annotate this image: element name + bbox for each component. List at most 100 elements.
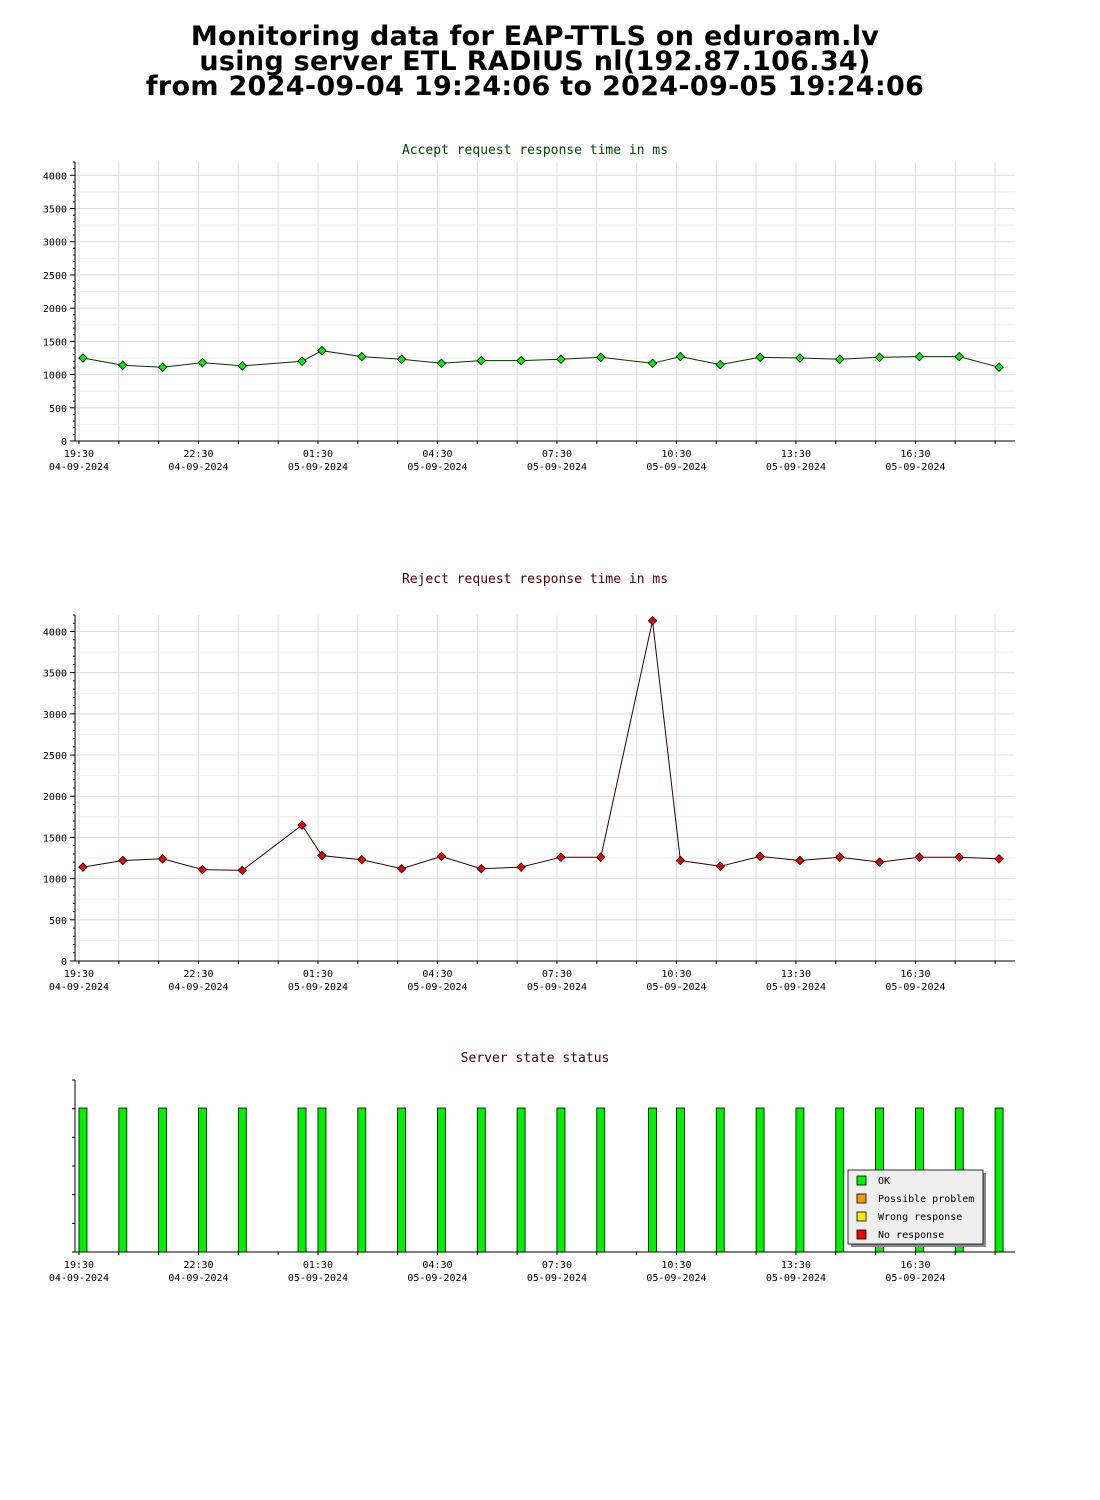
y-tick-label: 2000 (43, 304, 67, 315)
data-point-marker (476, 863, 487, 874)
legend-label: No response (878, 1230, 944, 1241)
chart-3: Server state status 19:30 04-09-2024 22:30 0… (49, 1051, 1015, 1284)
x-tick-label-date: 05-09-2024 (407, 1273, 467, 1284)
data-point-marker (834, 354, 845, 365)
y-tick-label: 1000 (43, 371, 67, 382)
data-point-marker (297, 356, 307, 367)
data-point-marker (755, 352, 765, 363)
x-tick-label-date: 05-09-2024 (646, 982, 706, 993)
data-point-marker (436, 851, 447, 862)
x-tick-label-date: 05-09-2024 (527, 1273, 587, 1284)
data-point-marker (647, 358, 658, 369)
y-tick-label: 0 (61, 957, 67, 968)
status-bar (676, 1107, 685, 1253)
x-tick-label-time: 16:30 (900, 1260, 930, 1271)
status-bar (397, 1107, 407, 1253)
chart-2: Reject request response time in ms 0 500 10… (43, 572, 1015, 993)
x-tick-label-time: 16:30 (900, 449, 930, 460)
x-tick-label-date: 05-09-2024 (407, 462, 467, 473)
x-tick-label-time: 13:30 (781, 449, 811, 460)
status-bar (556, 1107, 566, 1253)
data-point-marker (297, 820, 307, 830)
data-point-marker (994, 854, 1004, 864)
x-tick-label-date: 05-09-2024 (288, 462, 348, 473)
data-point-marker (237, 361, 248, 371)
x-tick-label-time: 19:30 (64, 1260, 94, 1271)
x-tick-label-time: 16:30 (900, 969, 930, 980)
status-bar (715, 1107, 725, 1253)
chart-title: Server state status (461, 1051, 610, 1066)
data-point-marker (556, 354, 566, 365)
data-point-marker (197, 357, 208, 368)
status-bar (596, 1107, 606, 1253)
y-tick-label: 2500 (43, 751, 67, 762)
x-tick-label-date: 05-09-2024 (288, 1273, 348, 1284)
data-point-marker (317, 850, 327, 861)
x-tick-label-time: 07:30 (542, 1260, 572, 1271)
data-point-marker (954, 351, 965, 362)
data-point-marker (994, 362, 1004, 373)
x-tick-label-date: 05-09-2024 (885, 462, 945, 473)
status-bar (237, 1107, 247, 1253)
x-tick-label-time: 04:30 (422, 969, 452, 980)
data-point-marker (197, 864, 208, 875)
y-tick-label: 4000 (43, 171, 67, 182)
x-tick-label-time: 22:30 (183, 449, 213, 460)
status-bar (516, 1107, 526, 1253)
x-tick-label-date: 05-09-2024 (288, 982, 348, 993)
x-tick-label-date: 05-09-2024 (527, 982, 587, 993)
data-point-marker (914, 852, 925, 862)
x-tick-label-date: 05-09-2024 (527, 462, 587, 473)
x-tick-label-time: 01:30 (303, 449, 333, 460)
data-point-marker (516, 862, 526, 872)
status-bar (795, 1107, 805, 1253)
y-tick-label: 0 (61, 437, 67, 448)
series-line (82, 350, 1000, 368)
y-tick-label: 4000 (43, 627, 67, 638)
x-tick-label-date: 04-09-2024 (168, 1273, 228, 1284)
x-tick-label-date: 05-09-2024 (407, 982, 467, 993)
data-point-marker (78, 353, 88, 363)
y-tick-label: 2500 (43, 271, 67, 282)
data-point-marker (595, 852, 606, 862)
data-point-marker (954, 852, 965, 862)
data-point-marker (516, 355, 526, 366)
data-point-marker (795, 353, 805, 363)
data-point-marker (914, 351, 925, 362)
chart-title: Reject request response time in ms (402, 572, 668, 587)
y-tick-label: 500 (49, 404, 67, 415)
data-point-marker (357, 351, 367, 362)
data-point-marker (396, 354, 407, 365)
y-tick-label: 2000 (43, 792, 67, 803)
x-tick-label-time: 13:30 (781, 1260, 811, 1271)
data-point-marker (436, 358, 447, 369)
x-tick-label-time: 22:30 (183, 1260, 213, 1271)
data-point-marker (715, 359, 726, 370)
title-line-2: using server ETL RADIUS nl(192.87.106.34… (199, 46, 871, 77)
chart-1: Accept request response time in ms 0 500 10… (43, 143, 1015, 473)
x-tick-label-time: 01:30 (303, 969, 333, 980)
data-point-marker (715, 861, 726, 872)
status-bar (835, 1107, 845, 1253)
x-tick-label-date: 04-09-2024 (49, 462, 109, 473)
data-point-marker (157, 854, 168, 864)
data-point-marker (476, 355, 487, 366)
legend-label: Possible problem (878, 1194, 974, 1205)
status-bar (297, 1107, 307, 1253)
status-bar (755, 1107, 765, 1253)
x-tick-label-time: 04:30 (422, 449, 452, 460)
chart-title: Accept request response time in ms (402, 143, 668, 158)
data-point-marker (237, 865, 248, 876)
data-point-marker (118, 855, 128, 866)
y-tick-label: 1500 (43, 833, 67, 844)
x-tick-label-date: 05-09-2024 (766, 462, 826, 473)
x-tick-label-time: 22:30 (183, 969, 213, 980)
data-point-marker (874, 857, 885, 867)
x-tick-label-time: 07:30 (542, 969, 572, 980)
x-tick-label-time: 04:30 (422, 1260, 452, 1271)
x-tick-label-date: 04-09-2024 (49, 982, 109, 993)
data-point-marker (357, 854, 367, 865)
x-tick-label-time: 19:30 (64, 449, 94, 460)
data-point-marker (118, 360, 128, 371)
